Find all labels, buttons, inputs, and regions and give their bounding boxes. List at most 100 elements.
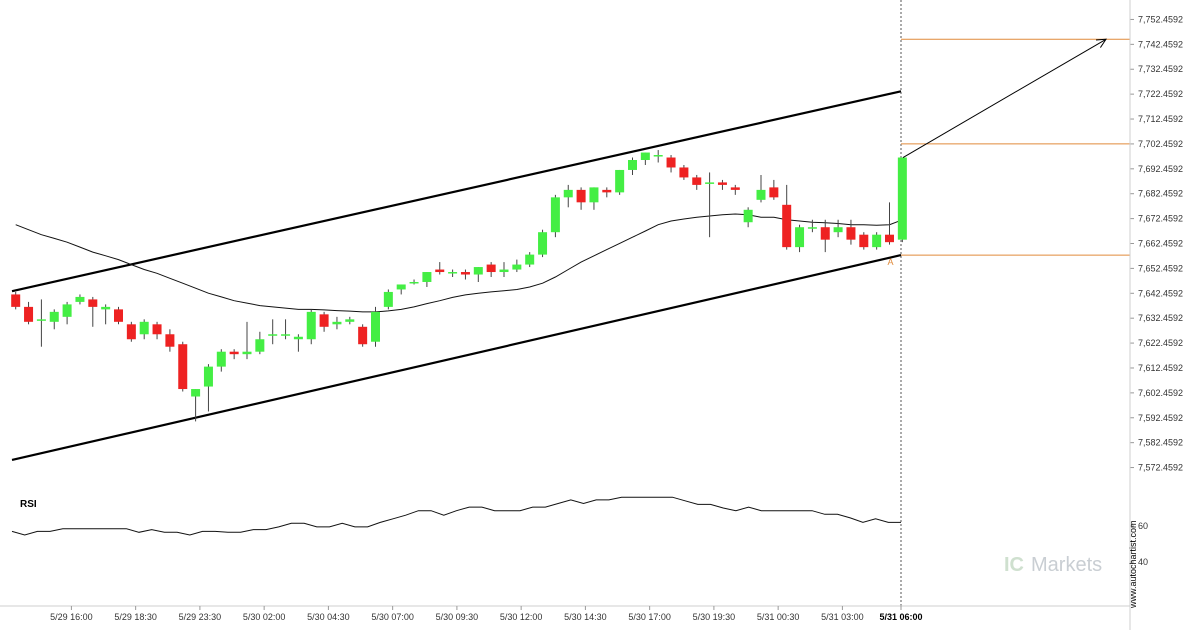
x-tick-label: 5/31 03:00 bbox=[821, 612, 864, 622]
candle-up bbox=[422, 272, 432, 282]
candle-down bbox=[769, 187, 779, 198]
price-ytick-label: 7,742.4592 bbox=[1138, 39, 1183, 49]
brand-logo: Markets bbox=[1031, 554, 1102, 576]
x-tick-label: 5/30 02:00 bbox=[243, 612, 286, 622]
candle-down bbox=[165, 334, 175, 347]
candle-up bbox=[550, 197, 560, 233]
candle-down bbox=[692, 177, 702, 185]
candle-down bbox=[152, 324, 162, 335]
price-ytick-label: 7,752.4592 bbox=[1138, 14, 1183, 24]
x-tick-label: 5/30 04:30 bbox=[307, 612, 350, 622]
price-ytick-label: 7,662.4592 bbox=[1138, 239, 1183, 249]
candle-up bbox=[525, 254, 535, 265]
x-tick-label: 5/31 00:30 bbox=[757, 612, 800, 622]
x-tick-label: 5/30 12:00 bbox=[500, 612, 543, 622]
candle-up bbox=[628, 160, 637, 170]
x-tick-label: 5/30 14:30 bbox=[564, 612, 607, 622]
price-ytick-label: 7,632.4592 bbox=[1138, 313, 1183, 323]
price-ytick-label: 7,712.4592 bbox=[1138, 114, 1183, 124]
candle-up bbox=[306, 311, 316, 340]
candle-down bbox=[358, 326, 368, 345]
candle-up bbox=[499, 269, 509, 273]
candle-up bbox=[756, 189, 766, 200]
candle-up bbox=[255, 339, 265, 352]
candle-up bbox=[872, 234, 882, 248]
moving-average-layer bbox=[15, 213, 903, 313]
candle-up bbox=[383, 291, 393, 307]
candle-up bbox=[653, 155, 663, 157]
brand-logo-prefix: IC bbox=[1004, 554, 1024, 576]
site-watermark: www.autochartist.com bbox=[1128, 520, 1138, 609]
price-ytick-label: 7,692.4592 bbox=[1138, 164, 1183, 174]
candle-down bbox=[229, 351, 239, 355]
candle-up bbox=[203, 366, 213, 387]
price-ytick-label: 7,642.4592 bbox=[1138, 288, 1183, 298]
candle-up bbox=[75, 296, 85, 302]
rsi-layer bbox=[11, 496, 901, 536]
candle-up bbox=[216, 351, 226, 367]
price-ytick-label: 7,582.4592 bbox=[1138, 438, 1183, 448]
x-tick-label: 5/29 18:30 bbox=[114, 612, 157, 622]
candle-up bbox=[795, 227, 805, 248]
rsi-ytick-label: 40 bbox=[1138, 557, 1148, 567]
candle-up bbox=[371, 311, 380, 342]
candle-up bbox=[615, 169, 625, 193]
candle-up bbox=[281, 334, 291, 336]
x-tick-label: 5/30 09:30 bbox=[436, 612, 479, 622]
level-layer: A bbox=[887, 38, 1130, 267]
price-ytick-label: 7,572.4592 bbox=[1138, 463, 1183, 473]
candle-down bbox=[486, 264, 496, 273]
candle-up bbox=[191, 389, 201, 397]
candle-up bbox=[563, 189, 573, 198]
price-ytick-label: 7,732.4592 bbox=[1138, 64, 1183, 74]
candle-up bbox=[589, 187, 599, 203]
candle-down bbox=[717, 182, 727, 185]
candle-up bbox=[62, 304, 72, 317]
candle-down bbox=[435, 269, 445, 273]
price-ytick-label: 7,622.4592 bbox=[1138, 338, 1183, 348]
candle-up bbox=[396, 284, 406, 290]
candle-up bbox=[473, 267, 483, 275]
rsi-line bbox=[11, 496, 901, 536]
price-ytick-label: 7,592.4592 bbox=[1138, 413, 1183, 423]
candle-up bbox=[139, 321, 149, 335]
price-ytick-label: 7,682.4592 bbox=[1138, 189, 1183, 199]
candle-down bbox=[782, 204, 792, 248]
candle-up bbox=[345, 319, 355, 322]
candle-up bbox=[512, 264, 522, 270]
candle-down bbox=[126, 324, 136, 340]
pattern-marker-label: A bbox=[887, 257, 893, 267]
candle-up bbox=[101, 306, 111, 310]
x-tick-label: 5/30 07:00 bbox=[371, 612, 414, 622]
candle-up bbox=[807, 227, 817, 229]
price-ytick-label: 7,722.4592 bbox=[1138, 89, 1183, 99]
candle-down bbox=[859, 234, 869, 248]
candle-down bbox=[885, 234, 894, 243]
price-ytick-label: 7,602.4592 bbox=[1138, 388, 1183, 398]
rsi-ytick-label: 60 bbox=[1138, 521, 1148, 531]
channel-upper-line bbox=[11, 90, 902, 293]
price-ytick-label: 7,672.4592 bbox=[1138, 214, 1183, 224]
price-ytick-label: 7,612.4592 bbox=[1138, 363, 1183, 373]
candle-down bbox=[730, 187, 740, 190]
candle-down bbox=[846, 227, 856, 240]
candle-up bbox=[293, 336, 303, 340]
candle-up bbox=[897, 157, 907, 240]
candle-layer bbox=[11, 150, 907, 422]
candle-down bbox=[114, 309, 123, 322]
candle-up bbox=[833, 227, 843, 233]
candle-down bbox=[24, 306, 34, 322]
candle-up bbox=[538, 232, 548, 255]
candle-down bbox=[319, 314, 329, 327]
axis-layer: 7,572.4592 7,582.4592 7,592.4592 7,602.4592… bbox=[0, 0, 1183, 630]
candle-up bbox=[268, 334, 278, 336]
channel-lower-line bbox=[11, 254, 902, 462]
x-tick-label: 5/31 06:00 bbox=[879, 612, 922, 622]
x-tick-label: 5/30 17:00 bbox=[628, 612, 671, 622]
candle-down bbox=[88, 299, 98, 307]
moving-average-line bbox=[15, 213, 903, 313]
candle-down bbox=[602, 189, 612, 193]
projection-arrow-head bbox=[1095, 38, 1107, 48]
channel-layer bbox=[11, 90, 902, 462]
